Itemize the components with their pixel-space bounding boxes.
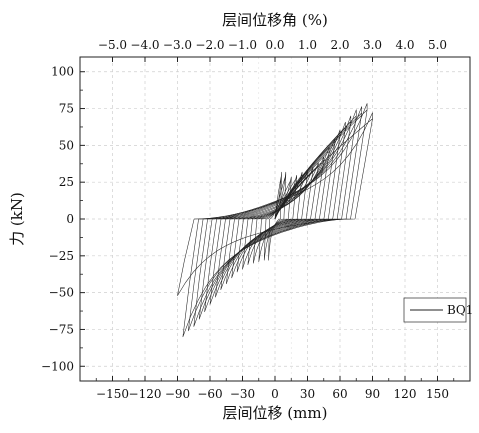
y-tick-label-5: 25 (59, 175, 74, 189)
x2-tick-label-1: −4.0 (130, 38, 159, 52)
x2-tick-label-10: 5.0 (428, 38, 447, 52)
x-tick-label-8: 90 (365, 387, 380, 401)
y-tick-label-3: −25 (49, 249, 74, 263)
y-axis-title: 力 (kN) (8, 192, 26, 246)
y-tick-label-2: −50 (49, 286, 74, 300)
x-tick-label-9: 120 (394, 387, 417, 401)
x-axis-title: 层间位移 (mm) (223, 404, 328, 422)
x-tick-label-5: 0 (271, 387, 279, 401)
y-tick-label-4: 0 (66, 212, 74, 226)
y-tick-label-6: 50 (59, 138, 74, 152)
x2-tick-label-5: 0.0 (265, 38, 284, 52)
x2-tick-label-7: 2.0 (330, 38, 349, 52)
x-tick-label-2: −90 (165, 387, 190, 401)
hysteresis-loop-11 (215, 139, 335, 298)
y-tick-label-1: −75 (49, 322, 74, 336)
y-tick-label-7: 75 (59, 102, 74, 116)
legend-label-bq1: BQ1 (447, 303, 473, 317)
top-axis-title: 层间位移角 (%) (222, 11, 328, 29)
hysteresis-loop-16 (188, 106, 362, 332)
hysteresis-loop-4 (253, 175, 297, 264)
ticks: −150 −120 −90 −60 −30 0 30 60 90 120 150 −100 −75 −50… (41, 38, 455, 401)
x-tick-label-10: 150 (426, 387, 449, 401)
x-tick-label-1: −120 (129, 387, 162, 401)
x-tick-label-7: 60 (332, 387, 347, 401)
y-tick-label-0: −100 (41, 359, 74, 373)
x-tick-label-0: −150 (96, 387, 129, 401)
x2-tick-label-0: −5.0 (98, 38, 127, 52)
x2-tick-label-8: 3.0 (363, 38, 382, 52)
x2-tick-label-4: −1.0 (228, 38, 257, 52)
hysteresis-loop-18 (177, 112, 373, 296)
x-tick-label-4: −30 (230, 387, 255, 401)
hysteresis-loop-3 (258, 176, 292, 262)
hysteresis-loop-17 (182, 103, 368, 338)
x2-tick-label-6: 1.0 (298, 38, 317, 52)
x2-tick-label-2: −3.0 (163, 38, 192, 52)
x-tick-label-6: 30 (300, 387, 315, 401)
x-tick-label-3: −60 (197, 387, 222, 401)
hysteresis-loop-9 (226, 156, 325, 285)
x2-tick-label-3: −2.0 (195, 38, 224, 52)
x2-tick-label-9: 4.0 (395, 38, 414, 52)
legend: BQ1 (403, 297, 473, 323)
hysteresis-loop-10 (220, 146, 330, 290)
hysteresis-loop-15 (193, 109, 357, 327)
y-tick-label-8: 100 (51, 65, 74, 79)
series-layer (177, 103, 373, 338)
